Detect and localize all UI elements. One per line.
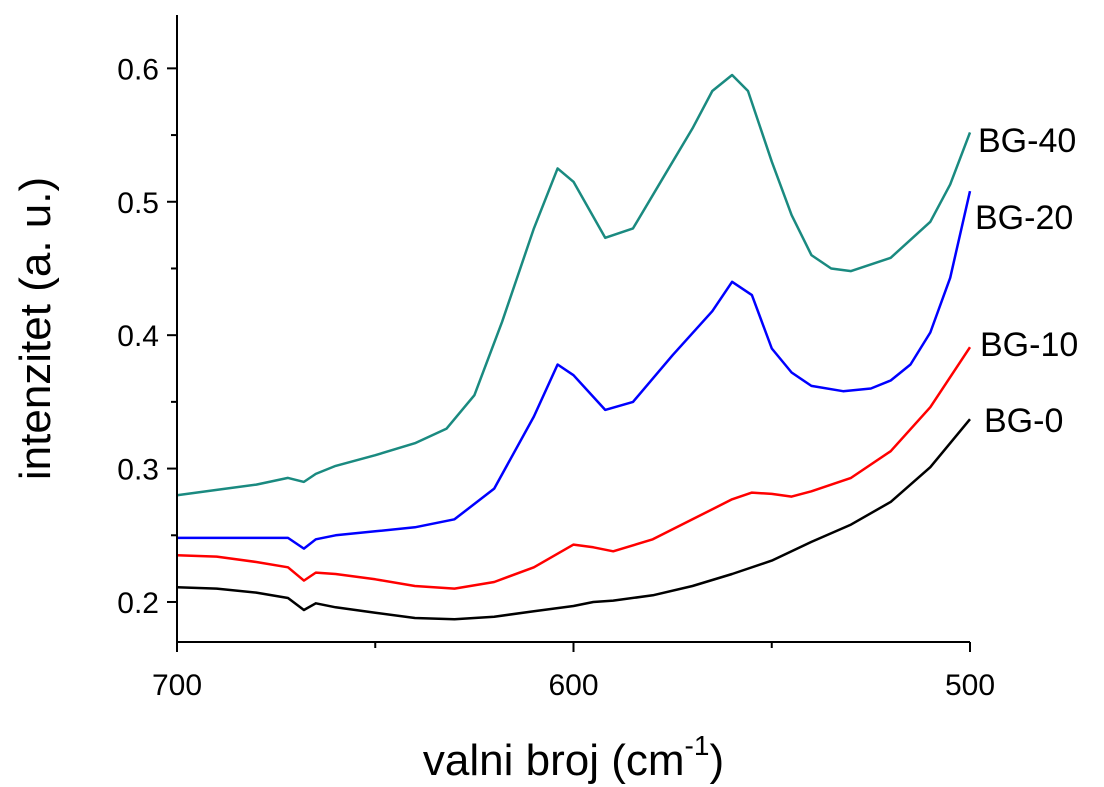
series-layer bbox=[176, 73, 972, 621]
y-tick-label: 0.2 bbox=[117, 587, 159, 620]
x-axis-title: valni broj (cm-1) bbox=[423, 730, 724, 785]
x-axis-title-main: valni broj (cm bbox=[423, 736, 685, 785]
series-label-bg-40: BG-40 bbox=[978, 122, 1076, 160]
series-line-bg-10 bbox=[176, 346, 972, 590]
x-tick-label: 700 bbox=[152, 669, 202, 702]
y-tick-label: 0.3 bbox=[117, 454, 159, 487]
series-label-bg-10: BG-10 bbox=[980, 326, 1078, 364]
y-tick-label: 0.6 bbox=[117, 53, 159, 86]
series-line-bg-40 bbox=[176, 73, 972, 497]
x-axis-title-close: ) bbox=[709, 736, 724, 785]
y-tick-label: 0.4 bbox=[117, 320, 159, 353]
series-line-bg-20 bbox=[177, 190, 972, 550]
x-axis-title-superscript: -1 bbox=[685, 730, 710, 761]
x-tick-label: 500 bbox=[945, 669, 995, 702]
y-tick-label: 0.5 bbox=[117, 187, 159, 220]
y-axis-title: intenzitet (a. u.) bbox=[11, 177, 60, 480]
x-tick-label: 600 bbox=[548, 669, 598, 702]
series-label-bg-0: BG-0 bbox=[984, 402, 1063, 440]
series-label-bg-20: BG-20 bbox=[975, 199, 1073, 237]
axes: 700 600 500 0.2 0.3 0.4 0.5 0.6 bbox=[117, 15, 995, 702]
series-line-bg-0 bbox=[176, 418, 971, 621]
series-labels: BG-0 BG-10 BG-20 BG-40 bbox=[975, 122, 1078, 440]
